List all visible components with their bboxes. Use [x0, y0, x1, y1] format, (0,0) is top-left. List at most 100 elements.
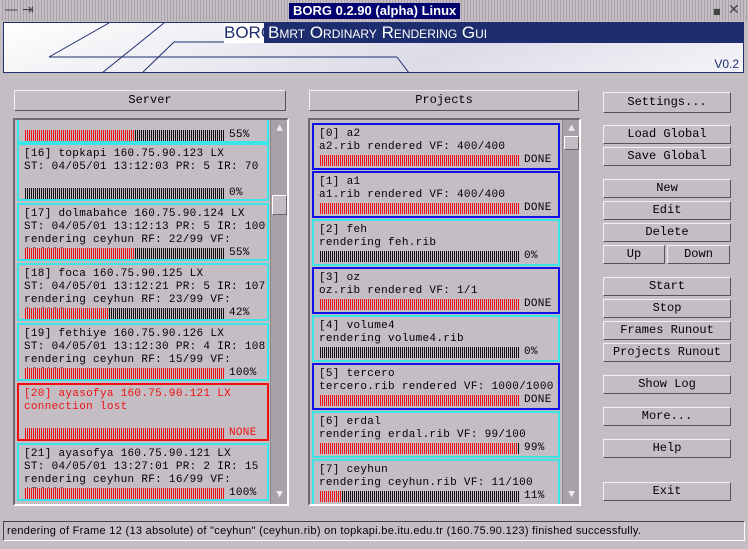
project-item[interactable]: [7] ceyhun rendering ceyhun.rib VF: 11/10…	[312, 459, 560, 504]
server-item[interactable]: [19] fethiye 160.75.90.126 LX ST: 04/05/0…	[17, 323, 269, 381]
item-text-line: oz.rib rendered VF: 1/1	[319, 285, 478, 297]
server-item[interactable]: [20] ayasofya 160.75.90.121 LX connection…	[17, 383, 269, 441]
item-text-line: connection lost	[24, 401, 128, 413]
item-text-line: [6] erdal	[319, 416, 382, 428]
item-text-line: rendering ceyhun RF: 23/99 VF: 24/100	[24, 294, 232, 319]
scroll-up-icon[interactable]: ▲	[276, 123, 283, 135]
server-item[interactable]: [18] foca 160.75.90.125 LX ST: 04/05/01 1…	[17, 263, 269, 321]
more-button[interactable]: More...	[603, 407, 731, 426]
project-item[interactable]: [4] volume4 rendering volume4.rib 0%	[312, 315, 560, 362]
progress-fill	[320, 395, 520, 406]
progress-bar	[25, 130, 225, 141]
project-item[interactable]: [3] oz oz.rib rendered VF: 1/1 DONE	[312, 267, 560, 314]
project-item[interactable]: [1] a1 a1.rib rendered VF: 400/400 DONE	[312, 171, 560, 218]
progress-bar	[25, 368, 225, 379]
server-item[interactable]: [17] dolmabahce 160.75.90.124 LX ST: 04/0…	[17, 203, 269, 261]
version-label: V0.2	[714, 57, 739, 71]
start-button[interactable]: Start	[603, 277, 731, 296]
item-text-line: ST: 04/05/01 13:12:30 PR: 4 IR: 108	[24, 341, 266, 353]
item-text-line: [0] a2	[319, 128, 361, 140]
show-log-button[interactable]: Show Log	[603, 375, 731, 394]
progress-bar	[25, 428, 225, 439]
progress-label: DONE	[524, 154, 552, 166]
server-item[interactable]: [16] topkapi 160.75.90.123 LX ST: 04/05/0…	[17, 143, 269, 201]
progress-label: DONE	[524, 298, 552, 310]
item-text-line: rendering ceyhun RF: 22/99 VF: 23/100	[24, 234, 232, 259]
server-scroll-thumb[interactable]	[272, 195, 287, 215]
item-text-line: rendering ceyhun RF: 16/99 VF: 17/100	[24, 474, 232, 499]
project-item[interactable]: [6] erdal rendering erdal.rib VF: 99/100 9…	[312, 411, 560, 458]
scroll-down-icon[interactable]: ▼	[276, 489, 283, 501]
exit-button[interactable]: Exit	[603, 482, 731, 501]
progress-label: 42%	[229, 307, 250, 319]
close-icon[interactable]: ✕	[728, 2, 740, 18]
item-text-line: [1] a1	[319, 176, 361, 188]
item-text-line: a1.rib rendered VF: 400/400	[319, 189, 506, 201]
item-text-line: rendering volume4.rib	[319, 333, 464, 345]
progress-label: 55%	[229, 129, 250, 141]
progress-fill	[320, 203, 520, 214]
edit-button[interactable]: Edit	[603, 201, 731, 220]
item-text-line: rendering ceyhun RF: 15/99 VF: 16/100	[24, 354, 232, 379]
progress-bar	[320, 155, 520, 166]
progress-bar	[320, 491, 520, 502]
progress-fill	[25, 368, 225, 379]
progress-bar	[25, 248, 225, 259]
progress-fill	[25, 488, 225, 499]
frames-runout-button[interactable]: Frames Runout	[603, 321, 731, 340]
item-text-line: a2.rib rendered VF: 400/400	[319, 141, 506, 153]
maximize-icon[interactable]: ■	[713, 7, 721, 16]
item-text-line: [16] topkapi 160.75.90.123 LX	[24, 148, 225, 160]
item-text-line: [7] ceyhun	[319, 464, 389, 476]
minimize-icon[interactable]: —	[4, 2, 18, 18]
delete-button[interactable]: Delete	[603, 223, 731, 242]
item-text-line: [2] feh	[319, 224, 368, 236]
progress-label: 99%	[524, 442, 545, 454]
pin-icon[interactable]: ⇥	[22, 2, 34, 18]
load-global-button[interactable]: Load Global	[603, 125, 731, 144]
up-button[interactable]: Up	[603, 245, 665, 264]
projects-scrollbar[interactable]: ▲ ▼	[562, 120, 579, 504]
server-item[interactable]: [21] ayasofya 160.75.90.121 LX ST: 04/05/…	[17, 443, 269, 501]
progress-fill	[320, 491, 342, 502]
projects-scroll-thumb[interactable]	[564, 136, 579, 150]
item-text-line: tercero.rib rendered VF: 1000/1000	[319, 381, 554, 393]
progress-label: 100%	[229, 367, 257, 379]
progress-label: NONE	[229, 427, 257, 439]
save-global-button[interactable]: Save Global	[603, 147, 731, 166]
progress-label: 0%	[229, 187, 243, 199]
scroll-up-icon[interactable]: ▲	[568, 123, 575, 135]
progress-fill	[25, 428, 225, 439]
stop-button[interactable]: Stop	[603, 299, 731, 318]
down-button[interactable]: Down	[667, 245, 730, 264]
server-list: 55% [16] topkapi 160.75.90.123 LX ST: 04/0…	[13, 118, 289, 506]
help-button[interactable]: Help	[603, 439, 731, 458]
banner: BORG Bmrt Ordinary Rendering Gui V0.2	[3, 22, 744, 73]
item-text-line: rendering ceyhun.rib VF: 11/100	[319, 477, 533, 489]
server-scrollbar[interactable]: ▲ ▼	[270, 120, 287, 504]
server-item[interactable]: 55%	[17, 120, 269, 143]
settings-button[interactable]: Settings...	[603, 92, 731, 113]
progress-label: 100%	[229, 487, 257, 499]
item-text-line: ST: 04/05/01 13:12:13 PR: 5 IR: 100	[24, 221, 266, 233]
status-bar: rendering of Frame 12 (13 absolute) of "…	[3, 521, 745, 541]
progress-label: 55%	[229, 247, 250, 259]
item-text-line: ST: 04/05/01 13:27:01 PR: 2 IR: 15	[24, 461, 259, 473]
item-text-line: [18] foca 160.75.90.125 LX	[24, 268, 204, 280]
item-text-line: ST: 04/05/01 13:12:03 PR: 5 IR: 70	[24, 161, 259, 173]
scroll-down-icon[interactable]: ▼	[568, 489, 575, 501]
title-bar[interactable]: — ⇥ BORG 0.2.90 (alpha) Linux ■ ✕	[0, 0, 748, 21]
project-item[interactable]: [2] feh rendering feh.rib 0%	[312, 219, 560, 266]
server-header-button[interactable]: Server	[14, 90, 286, 111]
progress-bar	[25, 488, 225, 499]
project-item[interactable]: [0] a2 a2.rib rendered VF: 400/400 DONE	[312, 123, 560, 170]
item-text-line: [3] oz	[319, 272, 361, 284]
project-item[interactable]: [5] tercero tercero.rib rendered VF: 1000…	[312, 363, 560, 410]
projects-header-button[interactable]: Projects	[309, 90, 579, 111]
item-text-line: [5] tercero	[319, 368, 395, 380]
item-text-line: rendering feh.rib	[319, 237, 437, 249]
new-button[interactable]: New	[603, 179, 731, 198]
progress-label: 0%	[524, 250, 538, 262]
progress-label: DONE	[524, 394, 552, 406]
projects-runout-button[interactable]: Projects Runout	[603, 343, 731, 362]
